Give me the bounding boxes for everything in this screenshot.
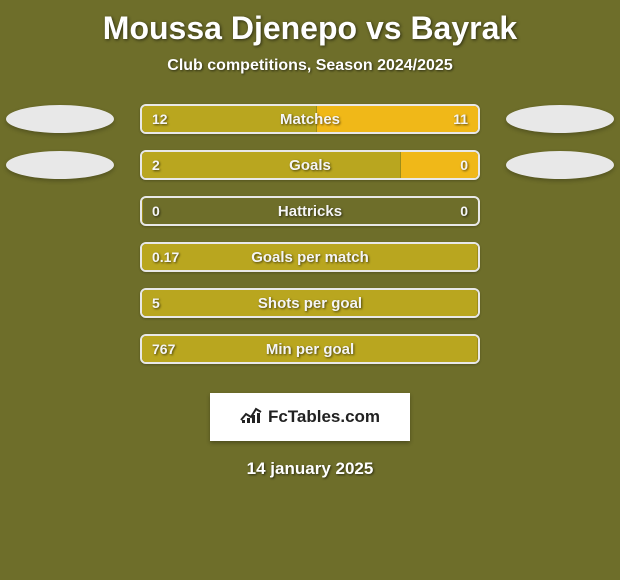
stat-label: Shots per goal bbox=[142, 290, 478, 316]
stat-bar: 0.17Goals per match bbox=[140, 242, 480, 272]
stat-bar: 5Shots per goal bbox=[140, 288, 480, 318]
stat-label: Goals per match bbox=[142, 244, 478, 270]
brand-text: FcTables.com bbox=[268, 407, 380, 427]
stat-bar: 2Goals0 bbox=[140, 150, 480, 180]
stats-container: 12Matches112Goals00Hattricks00.17Goals p… bbox=[0, 103, 620, 379]
stat-row: 5Shots per goal bbox=[0, 287, 620, 333]
stat-row: 12Matches11 bbox=[0, 103, 620, 149]
stat-label: Min per goal bbox=[142, 336, 478, 362]
player2-badge bbox=[506, 105, 614, 133]
stat-bar: 12Matches11 bbox=[140, 104, 480, 134]
stat-label: Goals bbox=[142, 152, 478, 178]
stat-bar: 767Min per goal bbox=[140, 334, 480, 364]
stat-row: 0Hattricks0 bbox=[0, 195, 620, 241]
comparison-title: Moussa Djenepo vs Bayrak bbox=[0, 0, 620, 47]
chart-icon bbox=[240, 406, 262, 429]
comparison-subtitle: Club competitions, Season 2024/2025 bbox=[0, 57, 620, 75]
stat-label: Hattricks bbox=[142, 198, 478, 224]
stat-row: 2Goals0 bbox=[0, 149, 620, 195]
stat-label: Matches bbox=[142, 106, 478, 132]
player1-badge bbox=[6, 105, 114, 133]
stat-value-player2: 11 bbox=[453, 106, 468, 132]
stat-bar: 0Hattricks0 bbox=[140, 196, 480, 226]
stat-value-player2: 0 bbox=[460, 198, 468, 224]
stat-value-player2: 0 bbox=[460, 152, 468, 178]
player1-badge bbox=[6, 151, 114, 179]
brand-badge: FcTables.com bbox=[210, 393, 410, 441]
stat-row: 767Min per goal bbox=[0, 333, 620, 379]
player2-badge bbox=[506, 151, 614, 179]
snapshot-date: 14 january 2025 bbox=[0, 459, 620, 479]
stat-row: 0.17Goals per match bbox=[0, 241, 620, 287]
